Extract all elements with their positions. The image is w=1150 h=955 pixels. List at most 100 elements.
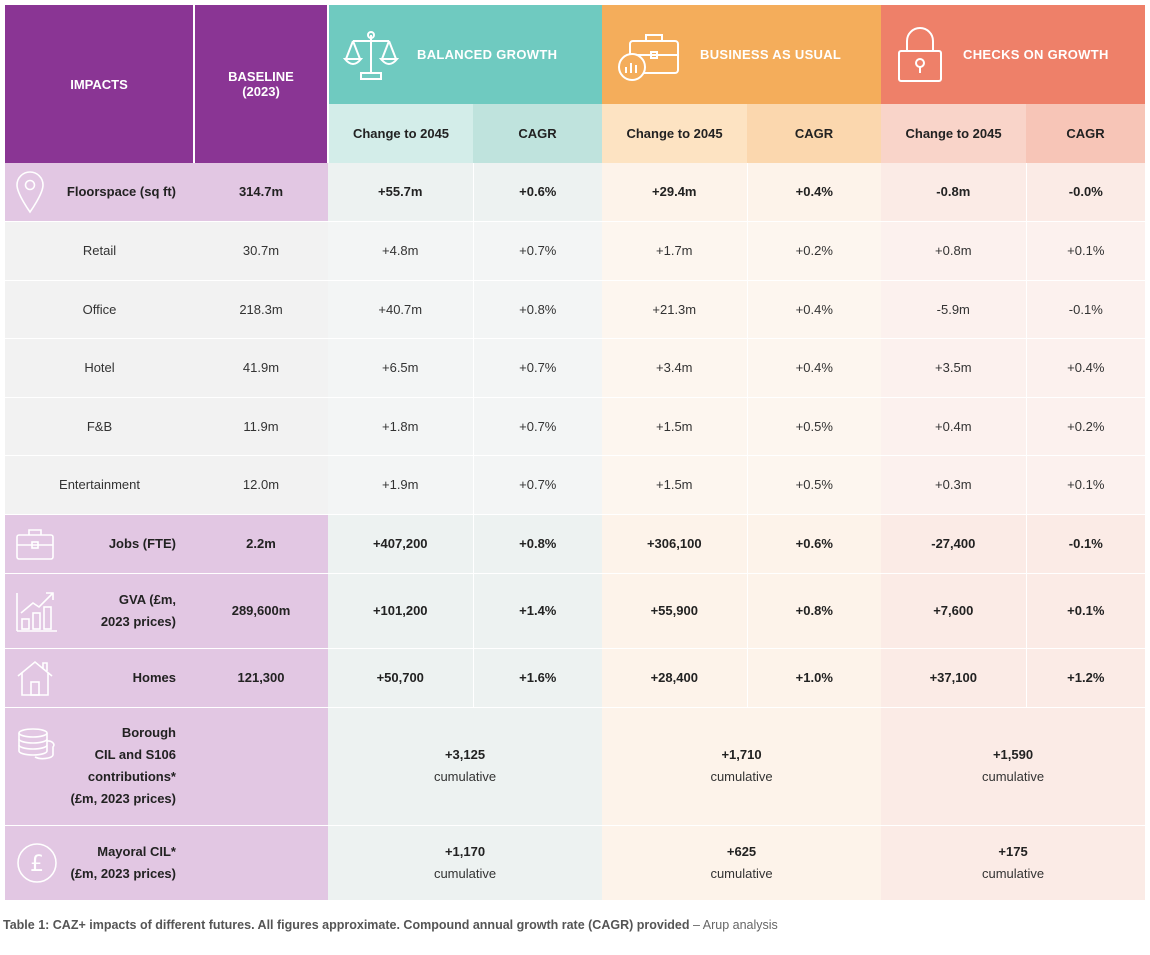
table-row: Jobs (FTE) 2.2m +407,200 +0.8% +306,100 …	[5, 514, 1146, 574]
cumulative-label: cumulative	[981, 865, 1045, 881]
sub-change-balanced: Change to 2045	[328, 104, 473, 163]
bau-cagr-cell: +0.4%	[746, 163, 882, 222]
bg-cagr-cell: +0.7%	[472, 338, 603, 398]
bau-cagr-cell: +0.5%	[746, 397, 882, 456]
bau-change-cell: +1.5m	[602, 455, 748, 515]
bg-cagr-cell: +0.7%	[472, 397, 603, 456]
sub-cagr-balanced: CAGR	[473, 104, 603, 163]
bg-cagr-cell: +0.7%	[472, 221, 603, 281]
bau-cagr-cell: +0.4%	[746, 338, 882, 398]
sub-change-checks: Change to 2045	[881, 104, 1027, 163]
baseline-cell: 121,300	[194, 648, 328, 708]
cog-cagr-cell: +0.4%	[1025, 338, 1146, 398]
baseline-cell: 289,600m	[194, 573, 328, 649]
cog-cagr-cell: +0.2%	[1025, 397, 1146, 456]
table-row: £ Mayoral CIL* (£m, 2023 prices) +1,170 …	[5, 825, 1146, 900]
pound-coin-icon: £	[17, 842, 57, 883]
row-label-text: Jobs (FTE)	[108, 535, 176, 551]
cog-change-cell: -0.8m	[881, 163, 1027, 222]
bau-change-cell: +1.5m	[602, 397, 748, 456]
row-label-mayoral: £ Mayoral CIL* (£m, 2023 prices)	[5, 825, 194, 900]
cumulative-value: +175	[998, 843, 1028, 859]
row-label-text-line2: (£m, 2023 prices)	[70, 865, 176, 881]
table-row: Entertainment 12.0m +1.9m +0.7% +1.5m +0…	[5, 455, 1146, 515]
location-pin-icon	[16, 170, 44, 214]
cog-cagr-cell: -0.0%	[1025, 163, 1146, 222]
cog-change-cell: +0.3m	[881, 455, 1027, 515]
row-label-gva: GVA (£m, 2023 prices)	[5, 573, 194, 649]
cumulative-value: +3,125	[444, 747, 486, 762]
bau-cagr-cell: +0.4%	[746, 280, 882, 339]
bau-change-cell: +3.4m	[602, 338, 748, 398]
cog-change-cell: -27,400	[881, 514, 1027, 574]
cog-change-cell: +0.8m	[881, 221, 1027, 281]
bau-cagr-cell: +0.5%	[746, 455, 882, 515]
bg-cagr-cell: +0.8%	[472, 514, 603, 574]
row-label-text: Homes	[132, 669, 176, 685]
row-label-text-line2: 2023 prices)	[100, 613, 176, 629]
caption-source: – Arup analysis	[689, 918, 778, 932]
cog-cumulative-cell: +1,590 cumulative	[881, 707, 1146, 826]
cog-cagr-cell: +0.1%	[1025, 221, 1146, 281]
row-label-text: Floorspace (sq ft)	[66, 183, 176, 199]
row-label-text: Entertainment	[59, 477, 140, 492]
svg-text:£: £	[30, 852, 44, 877]
table-row: Office 218.3m +40.7m +0.8% +21.3m +0.4% …	[5, 280, 1146, 339]
table-row: Hotel 41.9m +6.5m +0.7% +3.4m +0.4% +3.5…	[5, 338, 1146, 398]
cumulative-label: cumulative	[981, 769, 1045, 784]
cog-cumulative-cell: +175 cumulative	[881, 825, 1146, 900]
cumulative-value: +1,710	[721, 747, 762, 762]
baseline-cell: 30.7m	[194, 221, 328, 281]
bg-change-cell: +1.9m	[328, 455, 473, 515]
cog-cagr-cell: +1.2%	[1025, 648, 1146, 708]
table-row: Retail 30.7m +4.8m +0.7% +1.7m +0.2% +0.…	[5, 221, 1146, 281]
bau-cagr-cell: +0.6%	[746, 514, 882, 574]
bg-change-cell: +40.7m	[328, 280, 473, 339]
row-label-text: F&B	[86, 418, 113, 434]
cumulative-label: cumulative	[710, 769, 773, 784]
impacts-heading: IMPACTS	[70, 76, 128, 92]
sub-cagr-bau: CAGR	[747, 104, 882, 163]
bau-change-cell: +28,400	[602, 648, 748, 708]
cumulative-value: +625	[726, 843, 757, 859]
briefcase-icon	[16, 528, 54, 560]
row-label-floorspace: Floorspace (sq ft)	[5, 163, 194, 222]
row-label-office: Office	[5, 280, 194, 339]
bg-cumulative-cell: +3,125 cumulative	[328, 707, 603, 826]
bg-cagr-cell: +0.7%	[472, 455, 603, 515]
row-label-text-line1: GVA (£m,	[118, 591, 176, 607]
sub-change-bau: Change to 2045	[602, 104, 748, 163]
bau-cumulative-cell: +625 cumulative	[602, 825, 882, 900]
bg-change-cell: +407,200	[328, 514, 473, 574]
scenario-title: CHECKS ON GROWTH	[963, 47, 1109, 62]
cumulative-label: cumulative	[433, 865, 497, 881]
scenario-title: BUSINESS AS USUAL	[700, 47, 842, 62]
cog-cagr-cell: -0.1%	[1025, 514, 1146, 574]
caption-bold: Table 1: CAZ+ impacts of different futur…	[3, 918, 690, 932]
row-label-text-line4: (£m, 2023 prices)	[70, 791, 176, 806]
growth-chart-icon	[16, 591, 57, 632]
scenario-balanced-growth: BALANCED GROWTH	[328, 5, 603, 104]
bau-change-cell: +1.7m	[602, 221, 748, 281]
header-baseline: BASELINE (2023)	[194, 5, 329, 163]
row-label-hotel: Hotel	[5, 338, 194, 398]
baseline-heading-line1: BASELINE	[228, 69, 294, 84]
cumulative-value: +1,590	[992, 747, 1034, 762]
bau-cagr-cell: +0.2%	[746, 221, 882, 281]
bg-cagr-cell: +1.4%	[472, 573, 603, 649]
cumulative-value: +1,170	[444, 843, 486, 859]
baseline-cell: 11.9m	[194, 397, 328, 456]
bg-cagr-cell: +0.6%	[472, 163, 603, 222]
baseline-cell: 218.3m	[194, 280, 328, 339]
header-impacts: IMPACTS	[5, 5, 195, 163]
baseline-cell	[194, 825, 328, 900]
row-label-retail: Retail	[5, 221, 194, 281]
cog-cagr-cell: -0.1%	[1025, 280, 1146, 339]
baseline-cell	[194, 707, 328, 826]
cog-change-cell: +37,100	[881, 648, 1027, 708]
cog-cagr-cell: +0.1%	[1025, 573, 1146, 649]
baseline-cell: 2.2m	[194, 514, 328, 574]
impacts-table: IMPACTS BASELINE (2023) BALANCED GROWTH	[5, 5, 1146, 900]
scenario-business-as-usual: BUSINESS AS USUAL	[602, 5, 882, 104]
bau-change-cell: +55,900	[602, 573, 748, 649]
